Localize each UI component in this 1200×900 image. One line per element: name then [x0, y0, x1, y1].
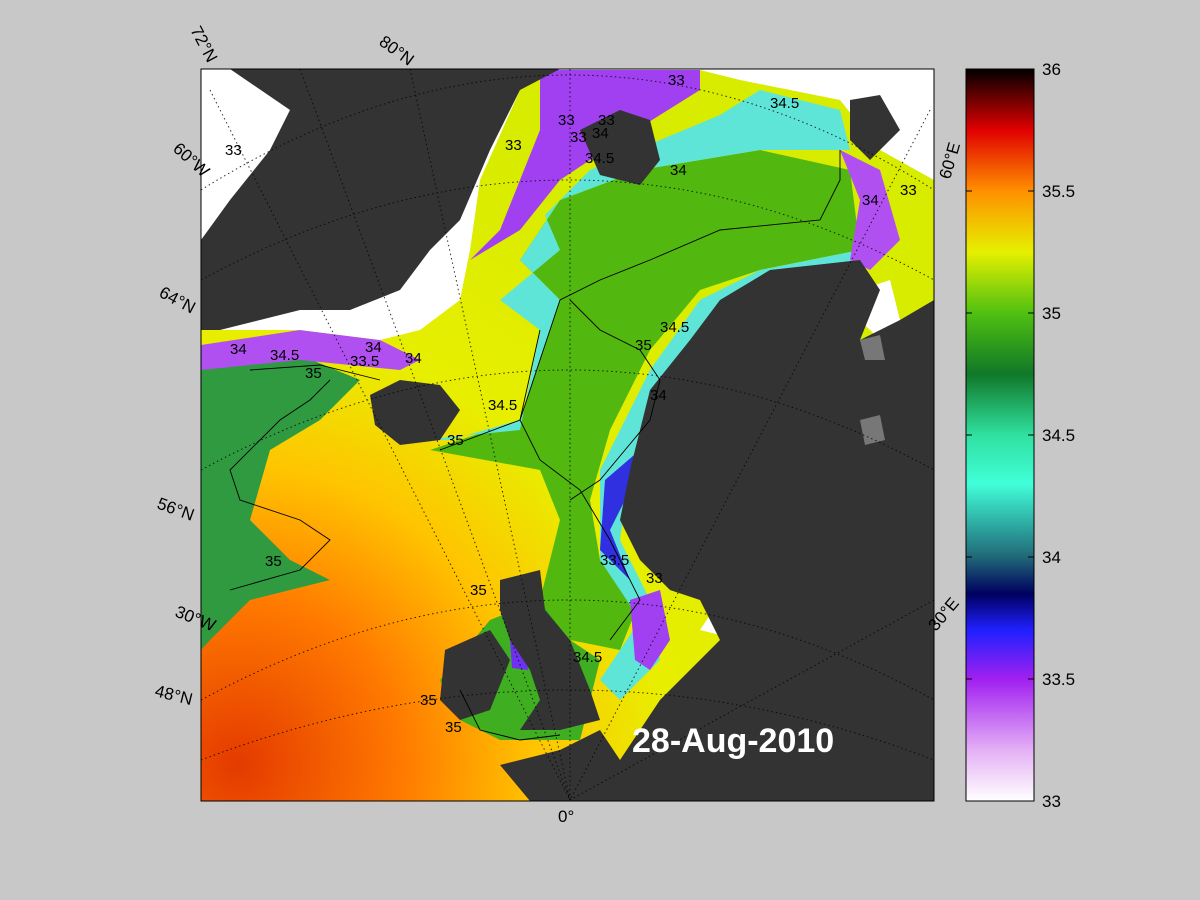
colorbar-gradient	[965, 68, 1035, 802]
contour-label: 34	[365, 339, 382, 356]
colorbar-tick-label: 33.5	[1042, 670, 1075, 689]
contour-label: 34	[650, 387, 667, 404]
contour-label: 34.5	[573, 649, 602, 666]
svalbard-land	[580, 110, 660, 185]
contour-label: 34.5	[585, 150, 614, 167]
colorbar-tick-label: 34	[1042, 548, 1061, 567]
contour-label: 35	[447, 432, 464, 449]
contour-label-group: 33 33 33 33 33 33 33 33 33.5 33.5 34 34 …	[225, 72, 917, 736]
contour-label: 33	[900, 182, 917, 199]
contour-label: 33	[558, 112, 575, 129]
contour-label: 34	[670, 162, 687, 179]
contour-label: 34.5	[270, 347, 299, 364]
contour-label: 33	[598, 112, 615, 129]
lat-label-64n: 64°N	[156, 283, 198, 318]
contour-label: 35	[305, 365, 322, 382]
contour-label: 33.5	[350, 353, 379, 370]
contour-label: 34.5	[660, 319, 689, 336]
labrador-green-water	[201, 355, 360, 650]
barents-fresh-band	[840, 150, 900, 270]
contour-label: 33.5	[600, 552, 629, 569]
novaya-zemlya-land	[850, 95, 900, 160]
contour-label: 33	[225, 142, 242, 159]
contour-label: 33	[668, 72, 685, 89]
contour-label: 33	[646, 570, 663, 587]
colorbar-tick-label: 35.5	[1042, 182, 1075, 201]
colorbar-tick-label: 33	[1042, 792, 1061, 811]
lon-label-0: 0°	[558, 807, 574, 826]
colorbar-ticks: 36 35.5 35 34.5 34 33.5 33	[966, 60, 1075, 811]
skagerrak-fresh-band	[630, 590, 670, 670]
iceland-land	[370, 380, 460, 445]
contour-label: 34.5	[770, 95, 799, 112]
graticule	[201, 69, 934, 801]
lon-label-80n: 80°N	[376, 32, 418, 70]
colorbar-tick-label: 36	[1042, 60, 1061, 79]
contour-label: 34.5	[488, 397, 517, 414]
greenland-land	[201, 69, 560, 330]
contour-label: 35	[420, 692, 437, 709]
lat-label-56n: 56°N	[155, 494, 197, 525]
greenland-fresh-band	[201, 330, 420, 370]
norway-coastal-band	[600, 350, 690, 580]
contour-label: 33	[505, 137, 522, 154]
coastal-current-water	[600, 250, 870, 700]
lon-label-60e: 60°E	[936, 140, 964, 181]
date-label: 28-Aug-2010	[632, 722, 834, 760]
scandinavia-land	[620, 260, 934, 801]
lat-label-48n: 48°N	[153, 681, 194, 709]
map-panel: 33 33 33 33 33 33 33 33 33.5 33.5 34 34 …	[201, 69, 934, 801]
contour-lines	[229, 150, 841, 741]
colorbar: 36 35.5 35 34.5 34 33.5 33	[965, 60, 1075, 811]
france-land	[500, 730, 620, 801]
ireland-land	[440, 630, 510, 720]
inland-lake	[860, 415, 885, 445]
contour-label: 33	[570, 129, 587, 146]
contour-label: 34	[592, 125, 609, 142]
lat-label-72n: 72°N	[186, 23, 221, 65]
arctic-ice	[540, 69, 934, 180]
map-border	[200, 68, 935, 802]
contour-label: 34	[230, 341, 247, 358]
contour-label: 35	[635, 337, 652, 354]
colorbar-tick-label: 35	[1042, 304, 1061, 323]
contour-label: 35	[470, 582, 487, 599]
contour-label: 34	[862, 192, 879, 209]
contour-label: 34	[405, 350, 422, 367]
nordic-seas-water	[430, 150, 860, 650]
contour-label: 35	[445, 719, 462, 736]
contour-label: 35	[265, 553, 282, 570]
colorbar-tick-label: 34.5	[1042, 426, 1075, 445]
inland-lake	[860, 335, 885, 360]
